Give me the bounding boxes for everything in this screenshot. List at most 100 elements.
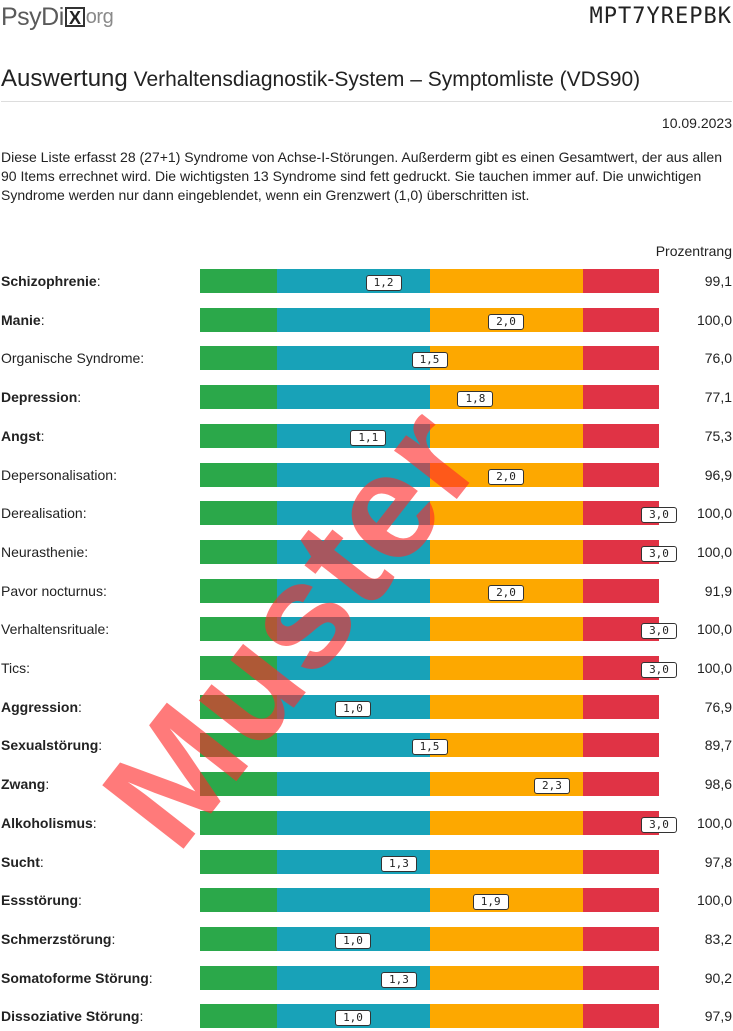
syndrome-row: Depersonalisation: 2,0 96,9 <box>0 460 733 490</box>
syndrome-row: Pavor nocturnus: 2,0 91,9 <box>0 576 733 606</box>
scale-band-4 <box>583 694 659 719</box>
syndrome-row: Sexualstörung: 1,5 89,7 <box>0 730 733 760</box>
syndrome-row: Aggression: 1,0 76,9 <box>0 692 733 722</box>
scale-band-1 <box>200 656 277 680</box>
syndrome-row: Alkoholismus: 3,0 100,0 <box>0 808 733 838</box>
scale-band-3 <box>430 1004 583 1029</box>
score-marker: 3,0 <box>641 507 677 524</box>
score-scale-bar <box>200 501 659 526</box>
score-scale-bar <box>200 926 659 951</box>
title-abbrev: (VDS90) <box>559 68 641 91</box>
scale-band-1 <box>200 307 277 332</box>
syndrome-row: Somatoforme Störung: 1,3 90,2 <box>0 963 733 993</box>
scale-band-1 <box>200 269 277 293</box>
syndrome-name: Derealisation <box>1 505 83 522</box>
syndrome-label: Angst: <box>1 428 45 444</box>
score-marker: 2,0 <box>488 313 524 330</box>
scale-band-2 <box>277 733 430 758</box>
score-scale-bar <box>200 539 659 564</box>
score-scale-bar <box>200 772 659 797</box>
intro-paragraph: Diese Liste erfasst 28 (27+1) Syndrome v… <box>1 149 722 203</box>
logo-org-text: org <box>85 6 114 28</box>
scale-band-3 <box>430 694 583 719</box>
scale-band-1 <box>200 617 277 642</box>
label-colon: : <box>78 892 82 909</box>
label-colon: : <box>102 582 107 599</box>
score-marker: 1,8 <box>457 391 494 408</box>
syndrome-label: Aggression: <box>1 699 82 715</box>
scale-band-4 <box>583 269 659 293</box>
percentile-value: 76,0 <box>704 350 732 367</box>
score-scale-bar <box>200 423 659 448</box>
syndrome-row: Neurasthenie: 3,0 100,0 <box>0 537 733 567</box>
label-colon: : <box>105 621 110 638</box>
scale-band-4 <box>583 888 659 913</box>
label-colon: : <box>96 273 101 289</box>
score-marker: 1,1 <box>350 429 387 446</box>
syndrome-name: Zwang <box>1 776 46 793</box>
percentile-value: 90,2 <box>704 969 732 986</box>
syndrome-name: Manie <box>1 311 41 328</box>
syndrome-name: Pavor nocturnus <box>1 582 103 599</box>
score-marker: 3,0 <box>641 545 677 562</box>
score-scale-bar <box>200 1004 659 1029</box>
syndrome-row: Schmerzstörung: 1,0 83,2 <box>0 924 733 954</box>
percentile-value: 100,0 <box>696 311 732 328</box>
scale-band-3 <box>430 269 583 293</box>
score-marker: 2,0 <box>488 584 524 601</box>
syndrome-name: Sexualstörung <box>1 737 99 754</box>
syndrome-name: Sucht <box>1 853 40 870</box>
percentile-value: 96,9 <box>704 466 732 483</box>
syndrome-label: Zwang: <box>1 776 49 792</box>
percentile-value: 98,6 <box>704 776 732 793</box>
score-scale-bar <box>200 269 659 293</box>
score-scale-bar <box>200 617 659 642</box>
score-marker: 2,0 <box>488 468 524 485</box>
label-colon: : <box>45 776 50 793</box>
scale-band-1 <box>200 539 277 564</box>
score-marker: 1,5 <box>411 352 448 369</box>
score-scale-bar <box>200 656 659 680</box>
score-scale-bar <box>200 307 659 332</box>
syndrome-name: Depression <box>1 389 78 406</box>
scale-band-3 <box>430 965 583 990</box>
scale-band-3 <box>430 501 583 526</box>
label-colon: : <box>77 389 82 406</box>
syndrome-row: Derealisation: 3,0 100,0 <box>0 498 733 528</box>
percentile-value: 76,9 <box>704 698 732 715</box>
score-scale-bar <box>200 733 659 758</box>
syndrome-label: Schizophrenie: <box>1 273 101 289</box>
scale-band-4 <box>583 1004 659 1029</box>
label-colon: : <box>98 737 103 754</box>
syndrome-label: Pavor nocturnus: <box>1 583 107 599</box>
syndrome-name: Depersonalisation <box>1 466 114 483</box>
percentile-value: 100,0 <box>696 543 732 560</box>
syndrome-name: Somatoforme Störung <box>1 969 149 986</box>
scale-band-1 <box>200 733 277 758</box>
score-marker: 2,3 <box>533 778 570 795</box>
label-colon: : <box>39 853 44 870</box>
scale-band-2 <box>277 539 430 564</box>
scale-band-4 <box>583 462 659 487</box>
scale-band-4 <box>583 772 659 797</box>
score-marker: 1,3 <box>380 971 417 988</box>
percentile-value: 99,1 <box>704 273 732 289</box>
syndrome-label: Organische Syndrome: <box>1 350 144 366</box>
syndrome-label: Verhaltensrituale: <box>1 621 109 637</box>
score-scale-bar <box>200 694 659 719</box>
report-date: 10.09.2023 <box>661 115 732 131</box>
syndrome-label: Sucht: <box>1 854 44 870</box>
syndrome-row: Sucht: 1,3 97,8 <box>0 847 733 877</box>
percentile-value: 100,0 <box>696 621 732 638</box>
syndrome-name: Schizophrenie <box>1 273 97 289</box>
scale-band-1 <box>200 849 277 874</box>
scale-band-2 <box>277 888 430 913</box>
syndrome-label: Somatoforme Störung: <box>1 970 153 986</box>
syndrome-label: Dissoziative Störung: <box>1 1008 143 1024</box>
syndrome-row: Verhaltensrituale: 3,0 100,0 <box>0 614 733 644</box>
syndrome-name: Neurasthenie <box>1 543 85 560</box>
scale-band-3 <box>430 733 583 758</box>
label-colon: : <box>40 311 45 328</box>
scale-band-1 <box>200 385 277 410</box>
